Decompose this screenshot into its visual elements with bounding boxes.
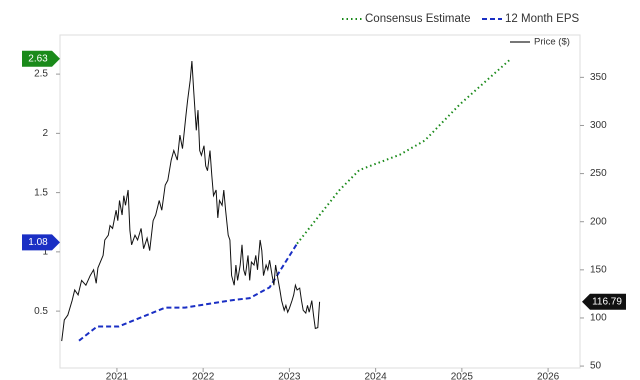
y-tick-label: 0.5 <box>34 306 48 317</box>
y-tick-label: 1 <box>42 247 48 258</box>
x-tick-label: 2023 <box>278 372 301 380</box>
value-tag <box>582 293 626 310</box>
y-tick-label: 1.5 <box>34 187 48 198</box>
series-line <box>296 57 512 245</box>
series-line <box>78 243 298 342</box>
value-tag-label: 2.63 <box>28 53 48 64</box>
value-tag-label: 116.79 <box>592 296 622 307</box>
y2-tick-label: 350 <box>590 72 607 83</box>
x-tick-label: 2021 <box>106 372 129 380</box>
value-tag <box>22 234 60 251</box>
legend-label: Price ($) <box>534 37 570 48</box>
x-tick-label: 2024 <box>364 372 387 380</box>
legend-label: Consensus Estimate <box>365 13 470 25</box>
y2-tick-label: 50 <box>590 361 602 372</box>
y2-tick-label: 300 <box>590 120 607 131</box>
y2-tick-label: 200 <box>590 216 607 227</box>
value-tag <box>22 50 60 67</box>
y-tick-label: 2 <box>42 128 48 139</box>
x-tick-label: 2025 <box>451 372 474 380</box>
series-line <box>61 60 321 342</box>
x-tick-label: 2026 <box>537 372 560 380</box>
y-tick-label: 2.5 <box>34 69 48 80</box>
y2-tick-label: 100 <box>590 313 607 324</box>
legend: Consensus Estimate 12 Month EPS Price ($) <box>342 13 579 48</box>
value-tag-label: 1.08 <box>28 237 48 248</box>
y2-tick-label: 250 <box>590 168 607 179</box>
plot-frame <box>59 34 581 369</box>
legend-label: 12 Month EPS <box>505 13 579 25</box>
y2-tick-label: 150 <box>590 264 607 275</box>
x-tick-label: 2022 <box>192 372 215 380</box>
